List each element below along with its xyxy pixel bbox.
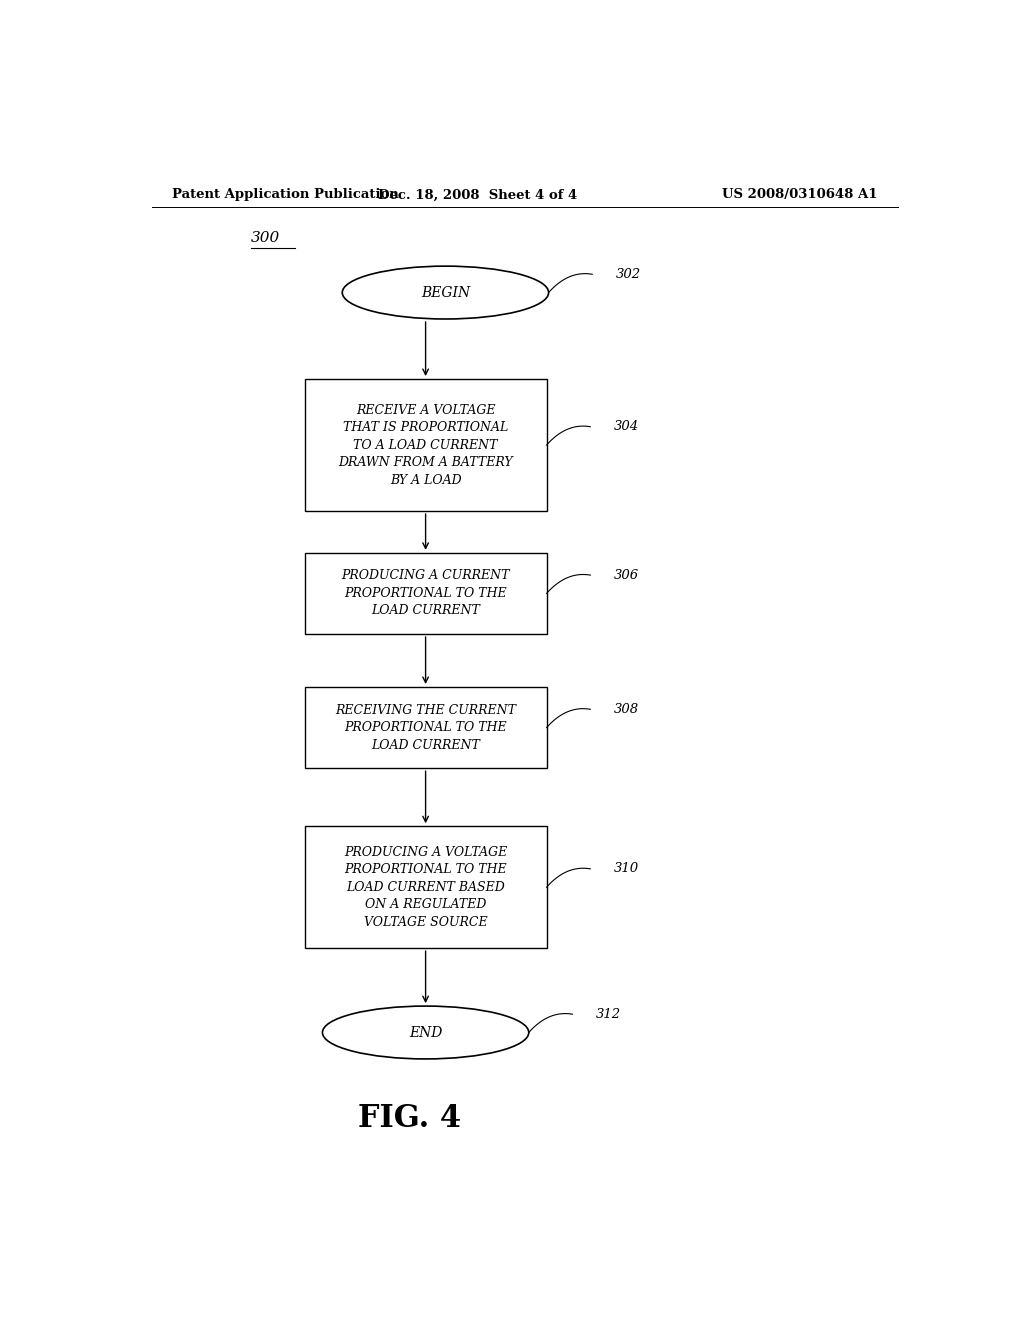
Text: 308: 308 <box>614 702 639 715</box>
Text: 302: 302 <box>616 268 641 281</box>
Text: 312: 312 <box>596 1007 622 1020</box>
Text: 306: 306 <box>614 569 639 582</box>
Text: Patent Application Publication: Patent Application Publication <box>172 189 398 202</box>
Text: 310: 310 <box>614 862 639 875</box>
Text: PRODUCING A VOLTAGE
PROPORTIONAL TO THE
LOAD CURRENT BASED
ON A REGULATED
VOLTAG: PRODUCING A VOLTAGE PROPORTIONAL TO THE … <box>344 846 507 929</box>
Text: 300: 300 <box>251 231 281 244</box>
Text: RECEIVING THE CURRENT
PROPORTIONAL TO THE
LOAD CURRENT: RECEIVING THE CURRENT PROPORTIONAL TO TH… <box>335 704 516 751</box>
Text: Dec. 18, 2008  Sheet 4 of 4: Dec. 18, 2008 Sheet 4 of 4 <box>378 189 577 202</box>
Text: RECEIVE A VOLTAGE
THAT IS PROPORTIONAL
TO A LOAD CURRENT
DRAWN FROM A BATTERY
BY: RECEIVE A VOLTAGE THAT IS PROPORTIONAL T… <box>338 404 513 487</box>
Text: FIG. 4: FIG. 4 <box>358 1104 461 1134</box>
Text: END: END <box>409 1026 442 1040</box>
Text: 304: 304 <box>614 420 639 433</box>
Text: US 2008/0310648 A1: US 2008/0310648 A1 <box>723 189 878 202</box>
Text: PRODUCING A CURRENT
PROPORTIONAL TO THE
LOAD CURRENT: PRODUCING A CURRENT PROPORTIONAL TO THE … <box>341 569 510 618</box>
Text: BEGIN: BEGIN <box>421 285 470 300</box>
